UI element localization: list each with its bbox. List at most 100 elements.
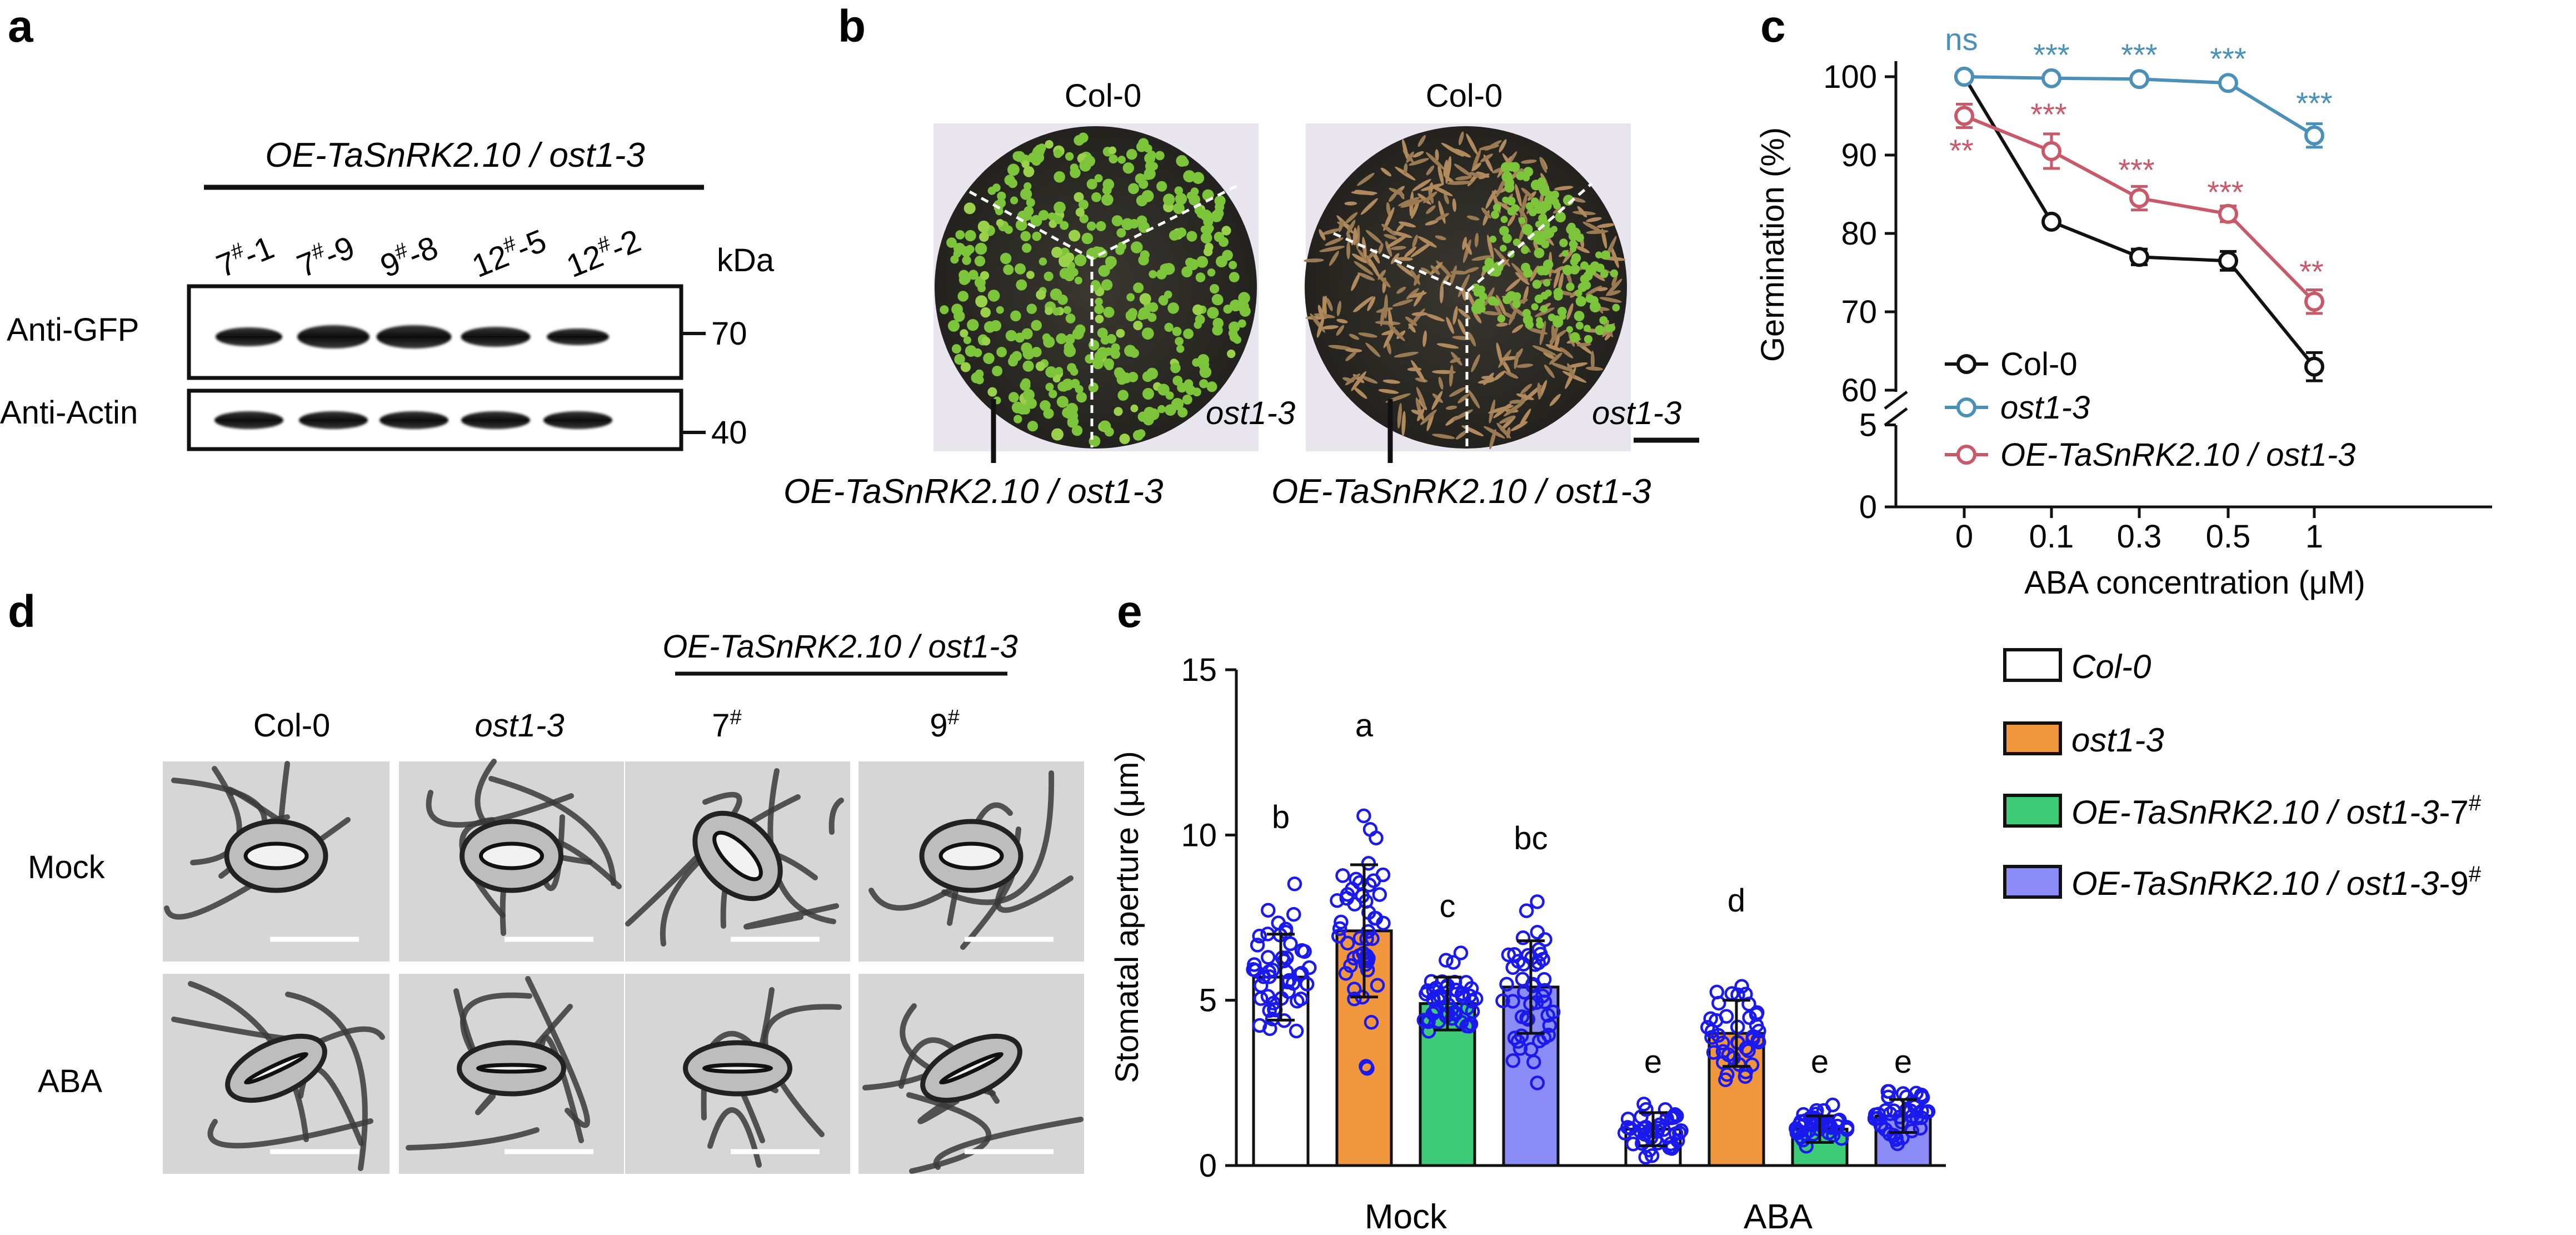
seed <box>1489 429 1496 450</box>
seedling <box>1130 241 1143 253</box>
seedling <box>1499 226 1509 236</box>
seedling <box>1103 306 1115 318</box>
data-dot <box>1662 1140 1677 1156</box>
seed <box>1511 262 1529 281</box>
seed <box>1507 214 1516 227</box>
data-dot <box>1260 950 1276 965</box>
sector-divider <box>1332 182 1593 293</box>
data-dot <box>1505 994 1520 1009</box>
seed <box>1329 251 1339 266</box>
data-dot <box>1789 1126 1805 1141</box>
seed <box>1317 305 1324 320</box>
seed <box>1365 230 1382 244</box>
seedling <box>975 375 984 385</box>
seedling <box>1183 328 1194 339</box>
data-dot <box>1449 982 1464 998</box>
seedling <box>1534 247 1545 258</box>
data-dot <box>1720 1067 1735 1082</box>
seed <box>1416 387 1426 408</box>
data-dot <box>1501 947 1516 963</box>
plate-top-label: Col-0 <box>1065 78 1142 114</box>
group-label: ABA <box>1744 1198 1813 1232</box>
seedling <box>987 290 1000 302</box>
data-dot <box>1250 938 1265 953</box>
seed <box>1576 342 1591 347</box>
legend: Col-0 ost1-3 OE-TaSnRK2.10 / ost1-3 <box>1945 346 2355 473</box>
seed <box>1499 139 1507 153</box>
seed <box>1336 301 1341 316</box>
seedling <box>956 230 965 239</box>
data-dot <box>1356 808 1371 824</box>
data-dot <box>1542 1018 1557 1033</box>
seedling <box>1096 221 1106 231</box>
seed <box>1485 140 1502 151</box>
seedlings <box>1304 131 1626 450</box>
seedling <box>1049 390 1057 399</box>
seed <box>1321 325 1339 330</box>
seed <box>1494 370 1506 381</box>
seedling <box>963 336 971 345</box>
seedling <box>1175 193 1187 205</box>
seedling <box>1156 181 1167 192</box>
lane-suffix: -2 <box>606 222 646 267</box>
seed <box>1322 295 1327 313</box>
seed <box>1304 258 1324 263</box>
data-dot <box>1507 1030 1522 1045</box>
data-dot <box>1364 1015 1379 1030</box>
plate-right-label: ost1-3 <box>1592 395 1681 431</box>
seedling <box>1536 266 1546 276</box>
data-dot <box>1444 1002 1459 1017</box>
seed <box>1325 237 1344 246</box>
data-dot <box>1302 960 1317 975</box>
seed <box>1462 237 1467 250</box>
seedling <box>1551 198 1559 206</box>
seedling <box>1207 307 1219 319</box>
seed <box>1351 273 1360 291</box>
data-dot <box>1292 967 1307 982</box>
seedling <box>974 256 986 267</box>
data-point <box>2304 356 2324 377</box>
seed <box>1336 325 1345 336</box>
seedling <box>1575 296 1586 307</box>
stomatal-pore <box>244 1052 308 1085</box>
data-dot <box>1446 955 1461 970</box>
seedling <box>1109 154 1118 164</box>
seedling <box>1531 180 1542 191</box>
seedling <box>1182 394 1192 405</box>
seedling <box>1547 313 1556 321</box>
seed <box>1586 230 1609 235</box>
seed <box>1426 165 1435 176</box>
data-dot <box>1638 1149 1653 1165</box>
micrograph-tile <box>399 974 624 1174</box>
data-dot <box>1726 1050 1741 1065</box>
seedling <box>1237 300 1249 313</box>
seed <box>1381 223 1396 236</box>
seed <box>1471 149 1481 171</box>
seed <box>1360 376 1378 384</box>
seedling <box>1067 416 1079 427</box>
seedling <box>1477 298 1485 306</box>
seed <box>1530 265 1539 282</box>
seed <box>1352 227 1357 246</box>
seed <box>1554 266 1565 273</box>
lane-label: 7#-9 <box>291 228 360 285</box>
seedling <box>1139 179 1149 189</box>
seed <box>1321 228 1341 235</box>
seedling <box>1086 178 1097 190</box>
legend-label: OE-TaSnRK2.10 / ost1-3-7# <box>2071 791 2482 831</box>
seedling <box>1148 302 1159 312</box>
data-dot <box>1834 1131 1849 1146</box>
seedling <box>1553 288 1564 298</box>
data-dot <box>1620 1112 1636 1127</box>
stomatal-pore <box>938 841 1004 870</box>
data-point <box>2129 69 2149 89</box>
seedling <box>1174 186 1183 195</box>
seed <box>1417 236 1437 248</box>
seedling <box>1045 366 1057 378</box>
legend-label: OE-TaSnRK2.10 / ost1-3 <box>2000 437 2355 473</box>
seed <box>1441 142 1464 157</box>
seed <box>1452 306 1458 325</box>
seed <box>1436 343 1459 349</box>
data-dot <box>1625 1136 1641 1152</box>
seedling <box>1540 305 1548 313</box>
